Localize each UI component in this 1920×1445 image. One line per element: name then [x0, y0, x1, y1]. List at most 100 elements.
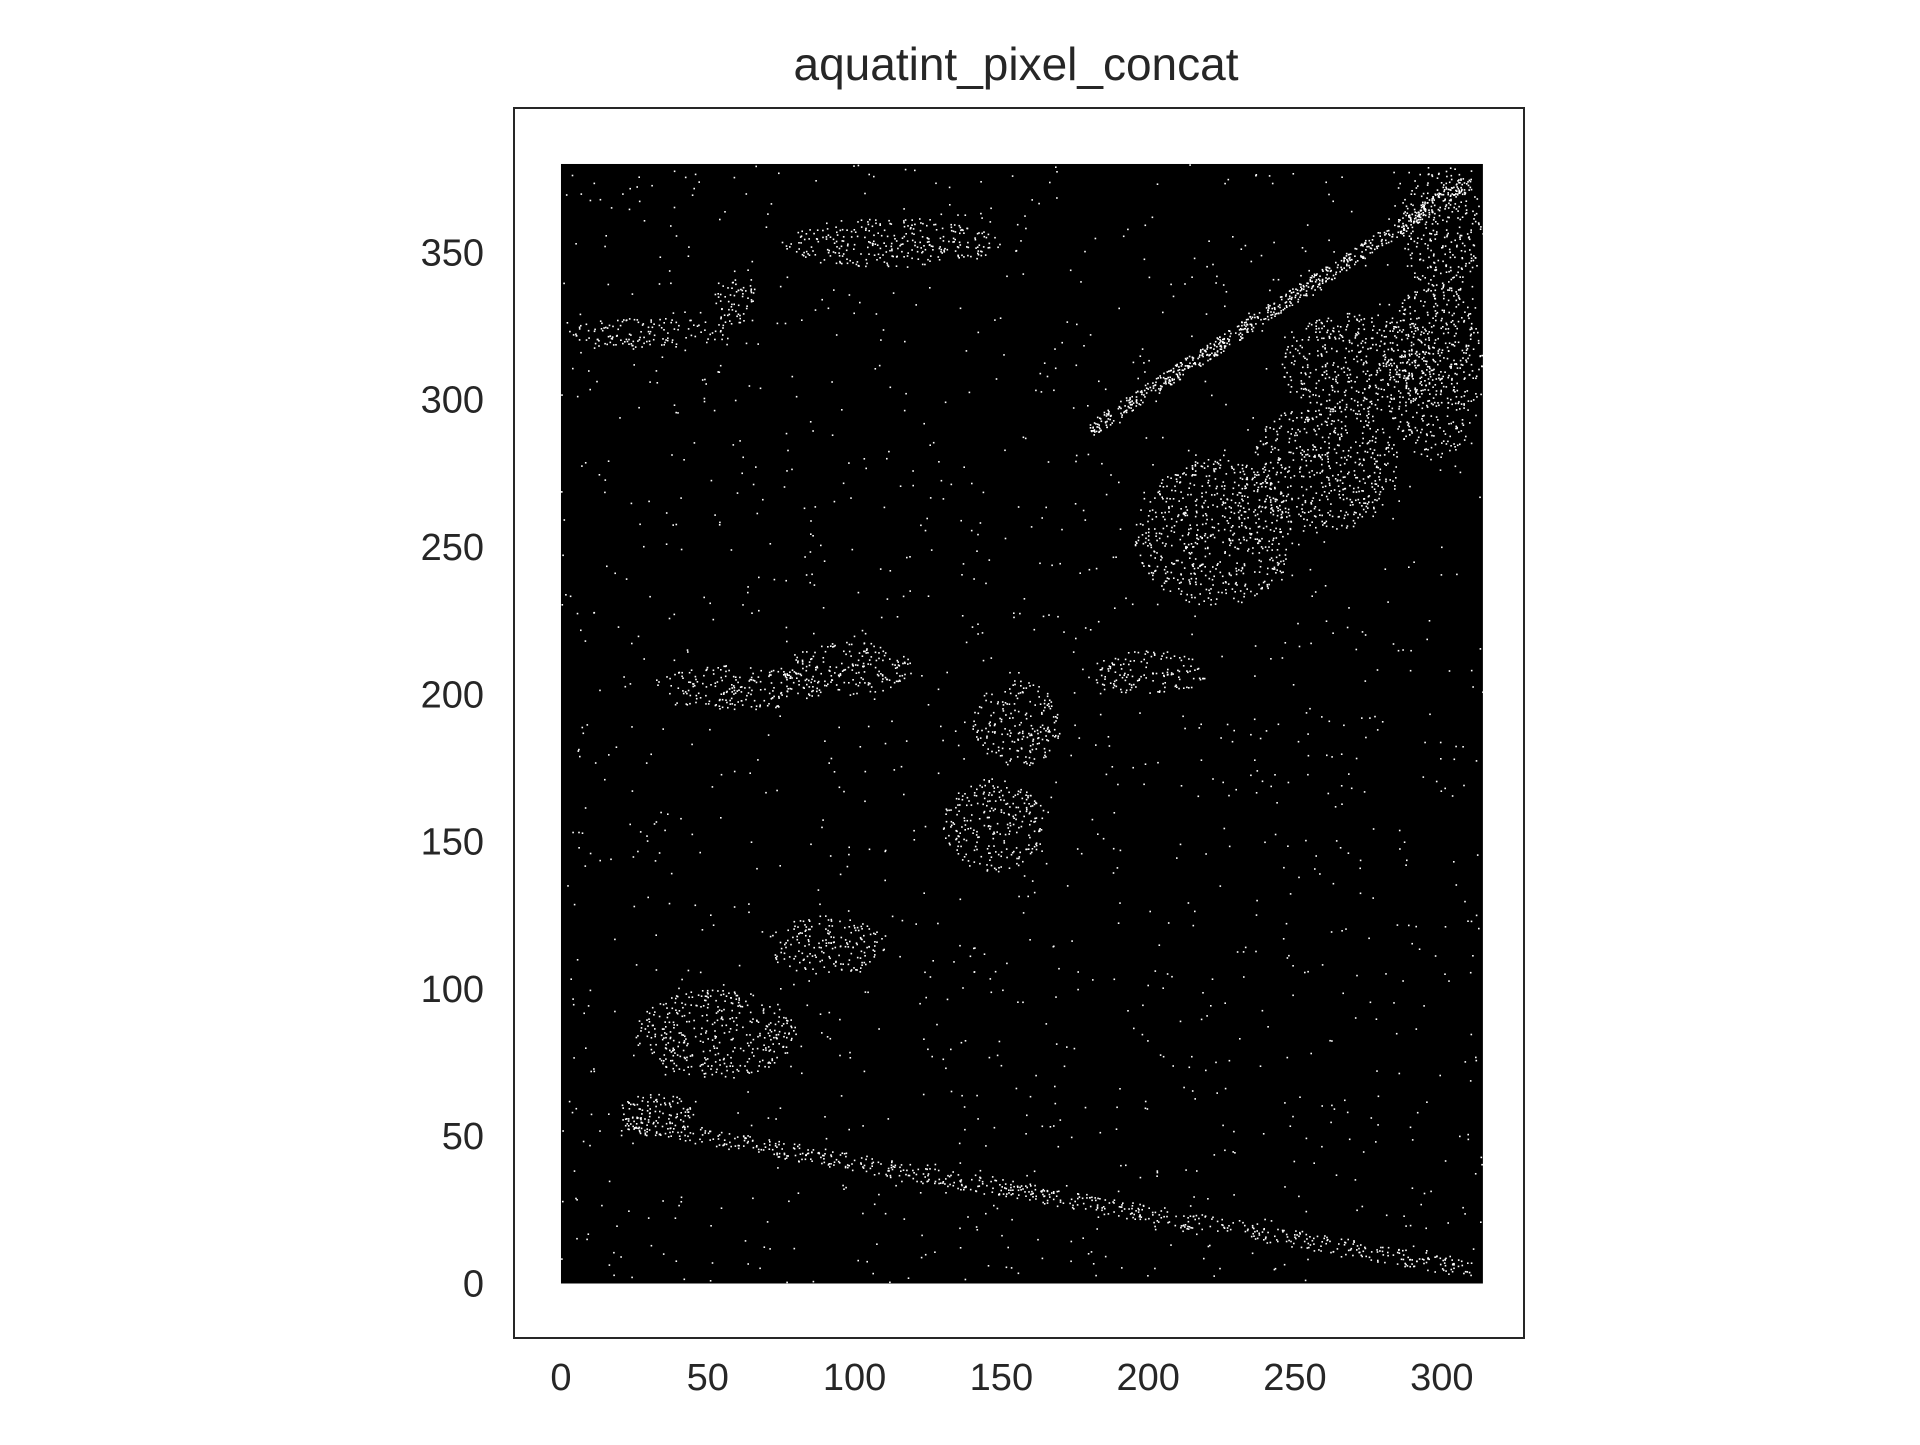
data-point: [994, 732, 996, 734]
data-point: [1474, 214, 1476, 216]
data-point: [687, 1066, 689, 1068]
data-point: [1089, 1196, 1091, 1199]
data-point: [1155, 672, 1158, 675]
data-point: [675, 995, 678, 997]
data-point: [730, 306, 733, 308]
data-point: [1133, 660, 1135, 662]
data-point: [1447, 376, 1449, 379]
data-point: [1049, 1196, 1051, 1198]
data-point: [817, 680, 820, 683]
data-point: [1451, 403, 1453, 406]
data-point: [1142, 542, 1145, 545]
data-point: [1008, 1192, 1010, 1194]
data-point: [1398, 1248, 1400, 1251]
data-point: [1009, 688, 1011, 690]
data-point: [1325, 421, 1328, 423]
data-point: [1425, 227, 1427, 229]
data-point: [1056, 717, 1058, 719]
data-point: [673, 1024, 675, 1026]
data-point: [761, 1004, 763, 1006]
data-point: [1188, 601, 1191, 603]
data-point: [747, 692, 750, 694]
data-point: [759, 689, 762, 691]
data-point: [1382, 362, 1385, 365]
data-point: [1172, 563, 1174, 565]
data-point: [823, 1154, 825, 1157]
data-point: [978, 1185, 981, 1187]
data-point: [1461, 216, 1464, 218]
data-point: [1180, 659, 1183, 662]
data-point: [651, 1052, 654, 1055]
data-point: [1231, 588, 1234, 590]
data-point: [955, 806, 957, 809]
data-point: [808, 943, 810, 946]
data-point: [862, 662, 865, 665]
data-point: [1137, 1211, 1140, 1213]
data-point: [1390, 362, 1392, 365]
data-point: [1348, 350, 1350, 353]
data-point: [1419, 173, 1421, 176]
data-point: [1152, 680, 1154, 682]
data-point: [776, 955, 778, 958]
data-point: [1307, 420, 1309, 423]
data-point: [1186, 546, 1188, 549]
data-point: [1425, 433, 1428, 435]
data-point: [886, 264, 889, 266]
data-point: [1077, 1197, 1079, 1200]
data-point: [1155, 516, 1158, 518]
data-point: [652, 1122, 655, 1125]
data-point: [1389, 369, 1391, 371]
data-point: [835, 961, 837, 964]
data-point: [844, 945, 847, 948]
data-point: [1477, 339, 1480, 342]
data-point: [802, 920, 805, 923]
data-point: [1387, 384, 1390, 386]
data-point: [1306, 453, 1309, 456]
data-point: [1048, 729, 1050, 732]
data-point: [925, 1168, 927, 1170]
data-point: [1281, 466, 1283, 469]
data-point: [1438, 348, 1441, 351]
data-point: [1450, 383, 1453, 385]
data-point: [1328, 446, 1330, 449]
data-point: [624, 1124, 627, 1127]
data-point: [667, 1136, 670, 1138]
data-point: [1256, 446, 1259, 449]
data-point: [986, 1184, 988, 1187]
data-point: [1366, 503, 1369, 505]
data-point: [1453, 1267, 1455, 1270]
data-point: [832, 941, 835, 944]
data-point: [1246, 476, 1248, 479]
data-point: [842, 253, 845, 255]
data-point: [1012, 796, 1015, 798]
data-point: [718, 699, 721, 702]
data-point: [1370, 1259, 1373, 1261]
data-point: [1427, 1257, 1429, 1259]
data-point: [1410, 237, 1412, 240]
data-point: [688, 1073, 690, 1076]
data-point: [848, 1164, 850, 1167]
data-point: [714, 1035, 716, 1037]
data-point: [640, 1127, 643, 1130]
data-point: [1031, 1190, 1033, 1193]
data-point: [676, 1012, 679, 1015]
data-point: [903, 677, 906, 680]
data-point: [1457, 402, 1460, 405]
data-point: [865, 652, 867, 654]
data-point: [955, 797, 958, 800]
data-point: [1151, 518, 1154, 521]
data-point: [985, 727, 987, 730]
data-point: [1292, 420, 1294, 422]
data-point: [718, 1041, 721, 1044]
data-point: [1425, 448, 1427, 450]
data-point: [814, 254, 817, 256]
data-point: [739, 676, 741, 679]
data-point: [1388, 374, 1391, 376]
data-point: [1024, 714, 1027, 716]
data-point: [714, 1037, 717, 1039]
data-point: [1191, 468, 1194, 470]
data-point: [805, 669, 808, 672]
data-point: [764, 1146, 767, 1148]
data-point: [827, 932, 829, 935]
data-point: [1290, 379, 1293, 382]
